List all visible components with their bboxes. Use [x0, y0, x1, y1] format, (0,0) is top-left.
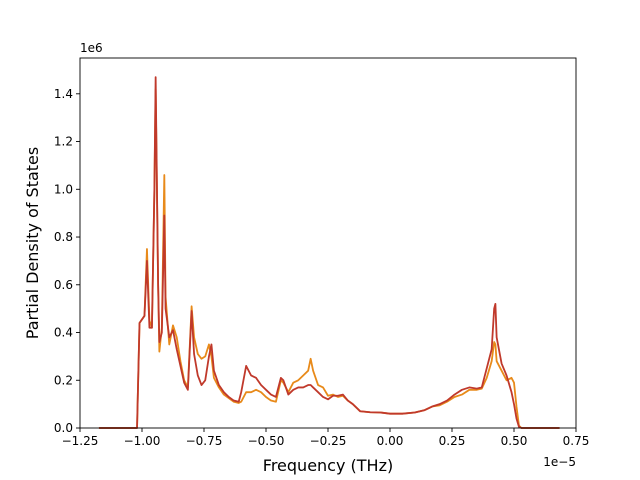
y-tick-label: 0.0: [54, 421, 73, 435]
y-tick-label: 0.2: [54, 373, 73, 387]
y-offset-label: 1e6: [80, 41, 103, 55]
x-axis-label: Frequency (THz): [263, 456, 393, 475]
y-tick-label: 1.2: [54, 135, 73, 149]
x-tick-label: −0.50: [248, 434, 285, 448]
y-tick-label: 0.8: [54, 230, 73, 244]
plot-frame: [79, 57, 577, 429]
x-tick-label: 0.75: [563, 434, 590, 448]
x-tick-label: −0.25: [310, 434, 347, 448]
series-layer: [98, 76, 560, 429]
x-tick-label: 0.50: [501, 434, 528, 448]
y-axis-label: Partial Density of States: [23, 147, 42, 339]
y-tick-label: 0.6: [54, 278, 73, 292]
y-tick-label: 1.0: [54, 182, 73, 196]
y-tick-label: 0.4: [54, 326, 73, 340]
series-line-2: [98, 76, 560, 429]
x-offset-label: 1e−5: [543, 455, 576, 469]
x-tick-label: 0.25: [439, 434, 466, 448]
x-tick-label: 0.00: [377, 434, 404, 448]
x-tick-label: −0.75: [186, 434, 223, 448]
tick-layer: −1.25 −1.00 −0.75 −0.50 −0.25 0.00 0.25 0.50 0.7…: [54, 87, 589, 448]
x-tick-label: −1.25: [62, 434, 99, 448]
y-tick-label: 1.4: [54, 87, 73, 101]
x-tick-label: −1.00: [124, 434, 161, 448]
